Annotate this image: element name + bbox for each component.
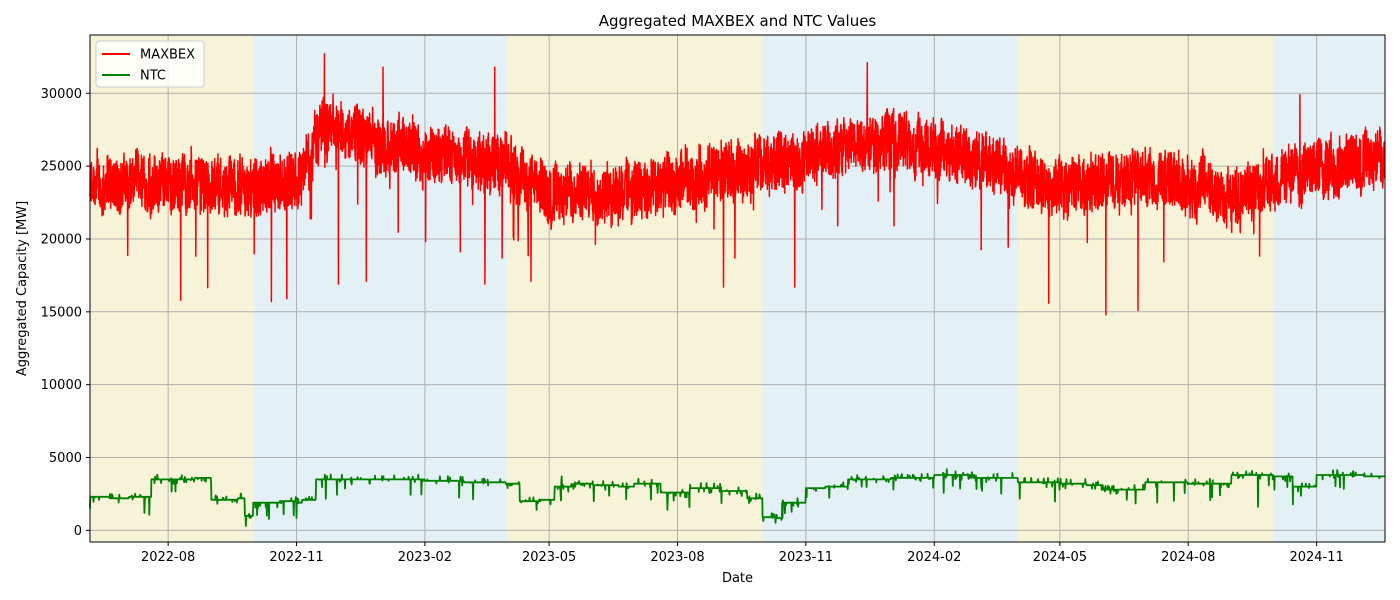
x-tick-label: 2022-08 — [141, 550, 195, 565]
y-axis-label: Aggregated Capacity [MW] — [15, 201, 30, 376]
season-band — [762, 35, 1018, 542]
season-band — [1017, 35, 1274, 542]
y-tick-label: 15000 — [41, 305, 82, 320]
y-tick-label: 30000 — [41, 87, 82, 102]
legend: MAXBEX NTC — [95, 40, 205, 88]
y-tick-label: 5000 — [49, 451, 82, 466]
season-band — [90, 35, 254, 542]
legend-label-maxbex: MAXBEX — [140, 48, 195, 63]
x-axis-label: Date — [722, 571, 753, 586]
x-tick-label: 2022-11 — [269, 550, 323, 565]
x-tick-label: 2024-05 — [1033, 550, 1087, 565]
y-tick-label: 20000 — [41, 232, 82, 247]
series-line-maxbex — [89, 53, 1386, 316]
season-bands — [90, 35, 1385, 542]
y-tick-label: 0 — [74, 524, 82, 539]
season-band — [1273, 35, 1385, 542]
season-band — [253, 35, 508, 542]
x-tick-label: 2023-08 — [650, 550, 704, 565]
plot-area — [89, 34, 1386, 543]
x-tick-label: 2024-02 — [907, 550, 961, 565]
x-tick-label: 2024-11 — [1289, 550, 1343, 565]
x-tick-label: 2023-11 — [779, 550, 833, 565]
x-tick-label: 2023-05 — [522, 550, 576, 565]
series-line-ntc — [89, 468, 1386, 527]
series-layer — [89, 53, 1386, 527]
y-axis-ticks: 0 5000 10000 15000 20000 25000 30000 — [41, 87, 90, 539]
chart-title: Aggregated MAXBEX and NTC Values — [599, 12, 877, 30]
y-tick-label: 25000 — [41, 160, 82, 175]
plot-frame — [89, 34, 1386, 543]
x-axis-ticks: 2022-08 2022-11 2023-02 2023-05 2023-08 2023-… — [141, 542, 1344, 565]
legend-label-ntc: NTC — [140, 69, 166, 84]
season-band — [507, 35, 763, 542]
x-tick-label: 2023-02 — [398, 550, 452, 565]
y-tick-label: 10000 — [41, 378, 82, 393]
x-tick-label: 2024-08 — [1161, 550, 1215, 565]
